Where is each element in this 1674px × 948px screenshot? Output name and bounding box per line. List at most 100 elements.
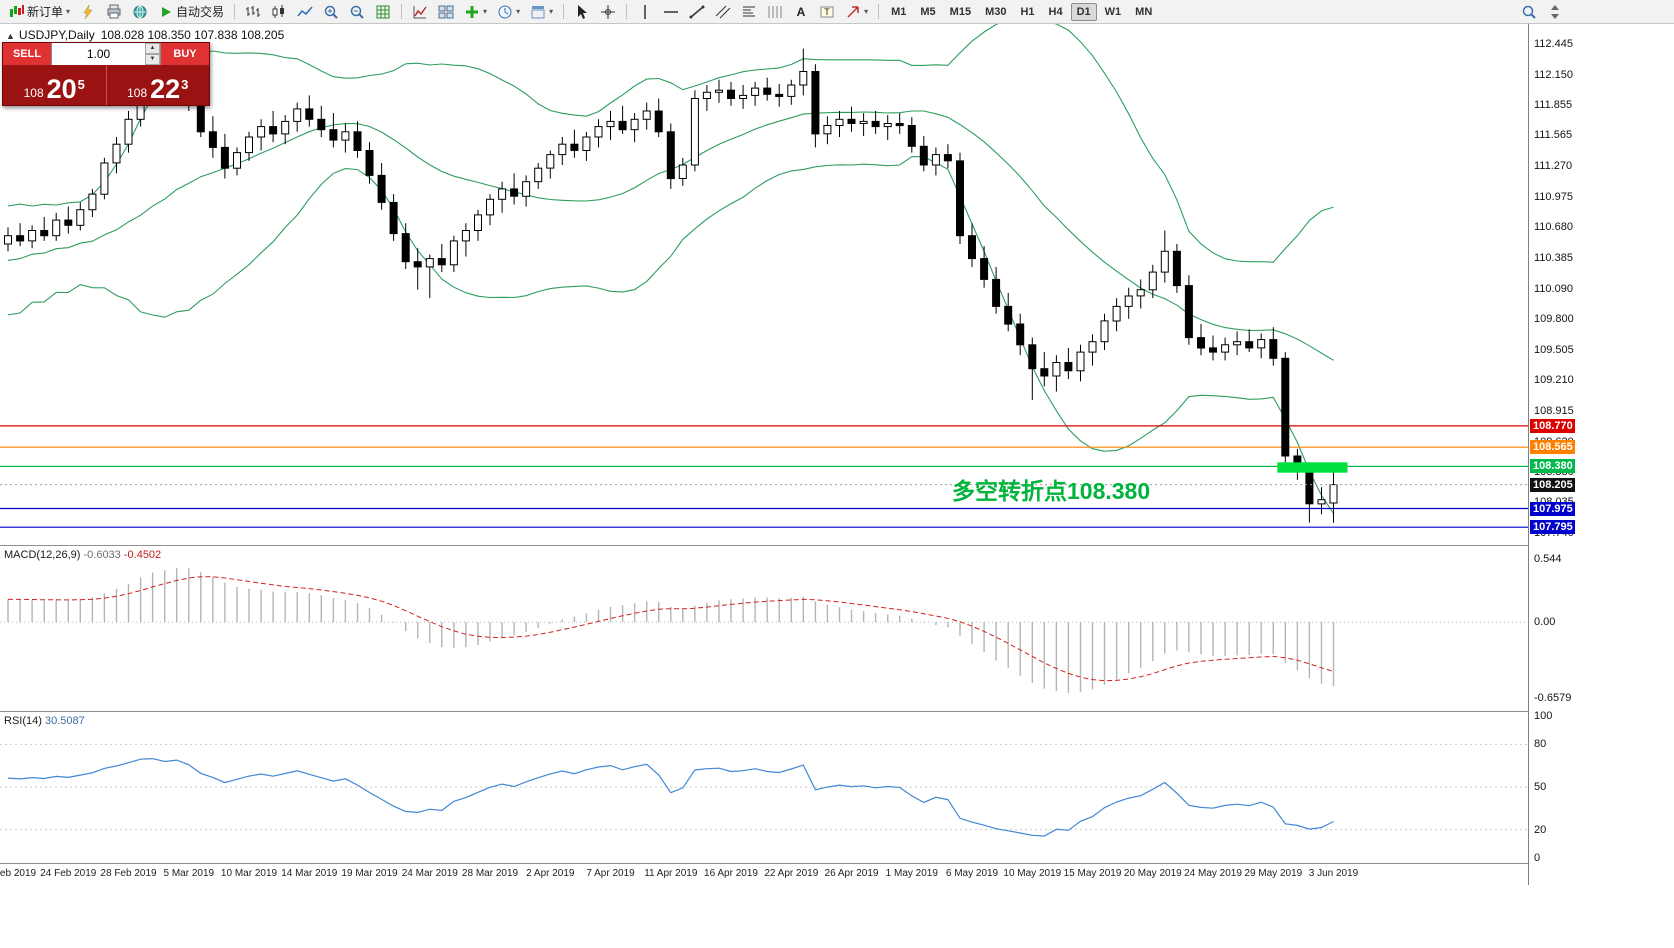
price-tick-label: 108.915 (1534, 404, 1574, 417)
tile-windows-button[interactable] (434, 2, 458, 22)
tile-windows-icon (438, 5, 454, 18)
date-tick-label: 14 Mar 2019 (281, 868, 338, 879)
date-tick-label: 22 Apr 2019 (764, 868, 819, 879)
price-tick-label: 110.090 (1534, 282, 1573, 295)
autotrading-button[interactable]: 自动交易 (154, 1, 228, 22)
toolbar-search-button[interactable] (1517, 2, 1541, 22)
vertical-line-button[interactable] (633, 2, 657, 22)
one-click-panel-toggle[interactable]: ▲ (6, 31, 15, 41)
text-button[interactable]: A (789, 2, 813, 22)
one-click-trading-button[interactable] (76, 2, 100, 22)
price-axis[interactable]: 112.445 112.150 111.855 111.565 111.270 110.9… (1528, 24, 1674, 885)
panel-divider[interactable] (0, 545, 1674, 546)
chart-annotation-text[interactable]: 多空转折点108.380 (952, 478, 1151, 504)
date-tick-label: 3 Jun 2019 (1308, 868, 1359, 879)
candles-icon (272, 4, 285, 18)
macd-panel-canvas[interactable] (0, 547, 1528, 711)
date-tick-label: 16 Apr 2019 (704, 868, 758, 879)
fibonacci-retracement-button[interactable] (737, 2, 761, 22)
tf-d1-button[interactable]: D1 (1070, 2, 1097, 21)
rsi-scale-label: 80 (1534, 738, 1547, 751)
tf-w1-button[interactable]: W1 (1099, 3, 1128, 21)
tf-h1-label: H1 (1020, 5, 1035, 18)
tf-d1-label: D1 (1076, 5, 1091, 18)
zoom-out-icon (350, 5, 364, 19)
line-chart-button[interactable] (293, 2, 317, 22)
date-tick-label: 7 Apr 2019 (586, 868, 635, 879)
grid-toggle-button[interactable] (371, 2, 395, 22)
volume-down-button[interactable]: ▼ (145, 54, 160, 65)
volume-input[interactable] (52, 43, 145, 65)
text-label-button[interactable]: T (815, 2, 839, 22)
zoom-out-button[interactable] (345, 2, 369, 22)
macd-label: MACD(12,26,9) -0.6033 -0.4502 (4, 549, 162, 561)
sell-button[interactable]: SELL (3, 43, 51, 65)
price-tag-108.380[interactable]: 108.380 (1530, 459, 1575, 474)
dropdown-arrow-icon: ▾ (483, 7, 488, 16)
arrow-objects-button[interactable]: ▾ (841, 2, 872, 22)
date-tick-label: 24 Mar 2019 (401, 868, 458, 879)
bollinger-lower-band (7, 156, 1334, 514)
date-tick-label: 10 Mar 2019 (220, 868, 278, 879)
periods-menu-button[interactable]: ▾ (493, 2, 524, 22)
print-button[interactable] (102, 2, 126, 22)
crosshair-button[interactable] (596, 2, 620, 22)
toolbar-collapse-button[interactable] (1543, 2, 1567, 22)
toolbar-separator (401, 4, 403, 19)
sell-price-prefix: 108 (23, 85, 44, 100)
dropdown-arrow-icon: ▾ (864, 7, 869, 16)
zoom-in-button[interactable] (319, 2, 343, 22)
price-tag-107.975[interactable]: 107.975 (1530, 501, 1575, 516)
bars-chart-button[interactable] (241, 2, 265, 22)
price-tag-108.770[interactable]: 108.770 (1530, 418, 1575, 433)
chart-header: ▲ USDJPY,Daily 108.028 108.350 107.838 108… (6, 28, 284, 42)
cursor-button[interactable] (570, 2, 594, 22)
cycle-lines-button[interactable] (763, 2, 787, 22)
tf-h4-button[interactable]: H4 (1043, 3, 1069, 21)
templates-menu-button[interactable]: ▾ (526, 2, 557, 22)
rsi-panel-canvas[interactable] (0, 712, 1528, 862)
tf-m5-button[interactable]: M5 (914, 3, 941, 21)
tf-m1-label: M1 (891, 5, 907, 18)
volume-up-button[interactable]: ▲ (145, 43, 160, 54)
trendline-button[interactable] (685, 2, 709, 22)
toolbar-separator (234, 4, 236, 19)
buy-button[interactable]: BUY (161, 43, 209, 65)
equidistant-channel-button[interactable] (711, 2, 735, 22)
dropdown-arrow-icon: ▾ (66, 7, 71, 16)
highlight-rectangle[interactable] (1277, 462, 1348, 473)
date-tick-label: 2 Apr 2019 (526, 868, 575, 879)
new-order-button[interactable]: 新订单 ▾ (5, 1, 74, 22)
date-tick-label: 6 May 2019 (945, 868, 999, 879)
main-chart-canvas[interactable] (0, 24, 1528, 545)
rsi-scale-label: 100 (1534, 710, 1553, 722)
new-order-label: 新订单 (27, 5, 64, 19)
community-button[interactable] (128, 2, 152, 22)
price-tick-label: 111.565 (1534, 129, 1573, 142)
cycles-icon (768, 5, 782, 18)
dropdown-arrow-icon: ▾ (549, 7, 554, 16)
tf-m30-button[interactable]: M30 (979, 3, 1012, 21)
add-indicator-button[interactable]: ▾ (460, 2, 491, 22)
indicators-list-button[interactable] (408, 2, 432, 22)
macd-scale-label: -0.6579 (1534, 691, 1572, 704)
toolbar-right (1516, 2, 1568, 22)
panel-divider[interactable] (0, 711, 1674, 712)
buy-price-display: 108 22 3 (105, 65, 210, 105)
symbol-title: USDJPY,Daily (18, 28, 95, 42)
price-tag-107.795[interactable]: 107.795 (1530, 520, 1575, 535)
tf-h1-button[interactable]: H1 (1014, 3, 1040, 21)
label-icon: T (820, 6, 834, 17)
price-tag-108.565[interactable]: 108.565 (1530, 440, 1575, 455)
magnifier-icon (1522, 5, 1536, 19)
tf-m1-button[interactable]: M1 (885, 3, 912, 21)
date-tick-label: 20 May 2019 (1123, 868, 1182, 879)
candles-chart-button[interactable] (267, 2, 291, 22)
horizontal-line-button[interactable] (659, 2, 683, 22)
tf-mn-button[interactable]: MN (1129, 3, 1158, 21)
macd-histogram (7, 568, 1335, 693)
tf-m15-button[interactable]: M15 (944, 3, 977, 21)
lightning-icon (83, 4, 93, 19)
date-tick-label: 28 Feb 2019 (100, 868, 157, 879)
